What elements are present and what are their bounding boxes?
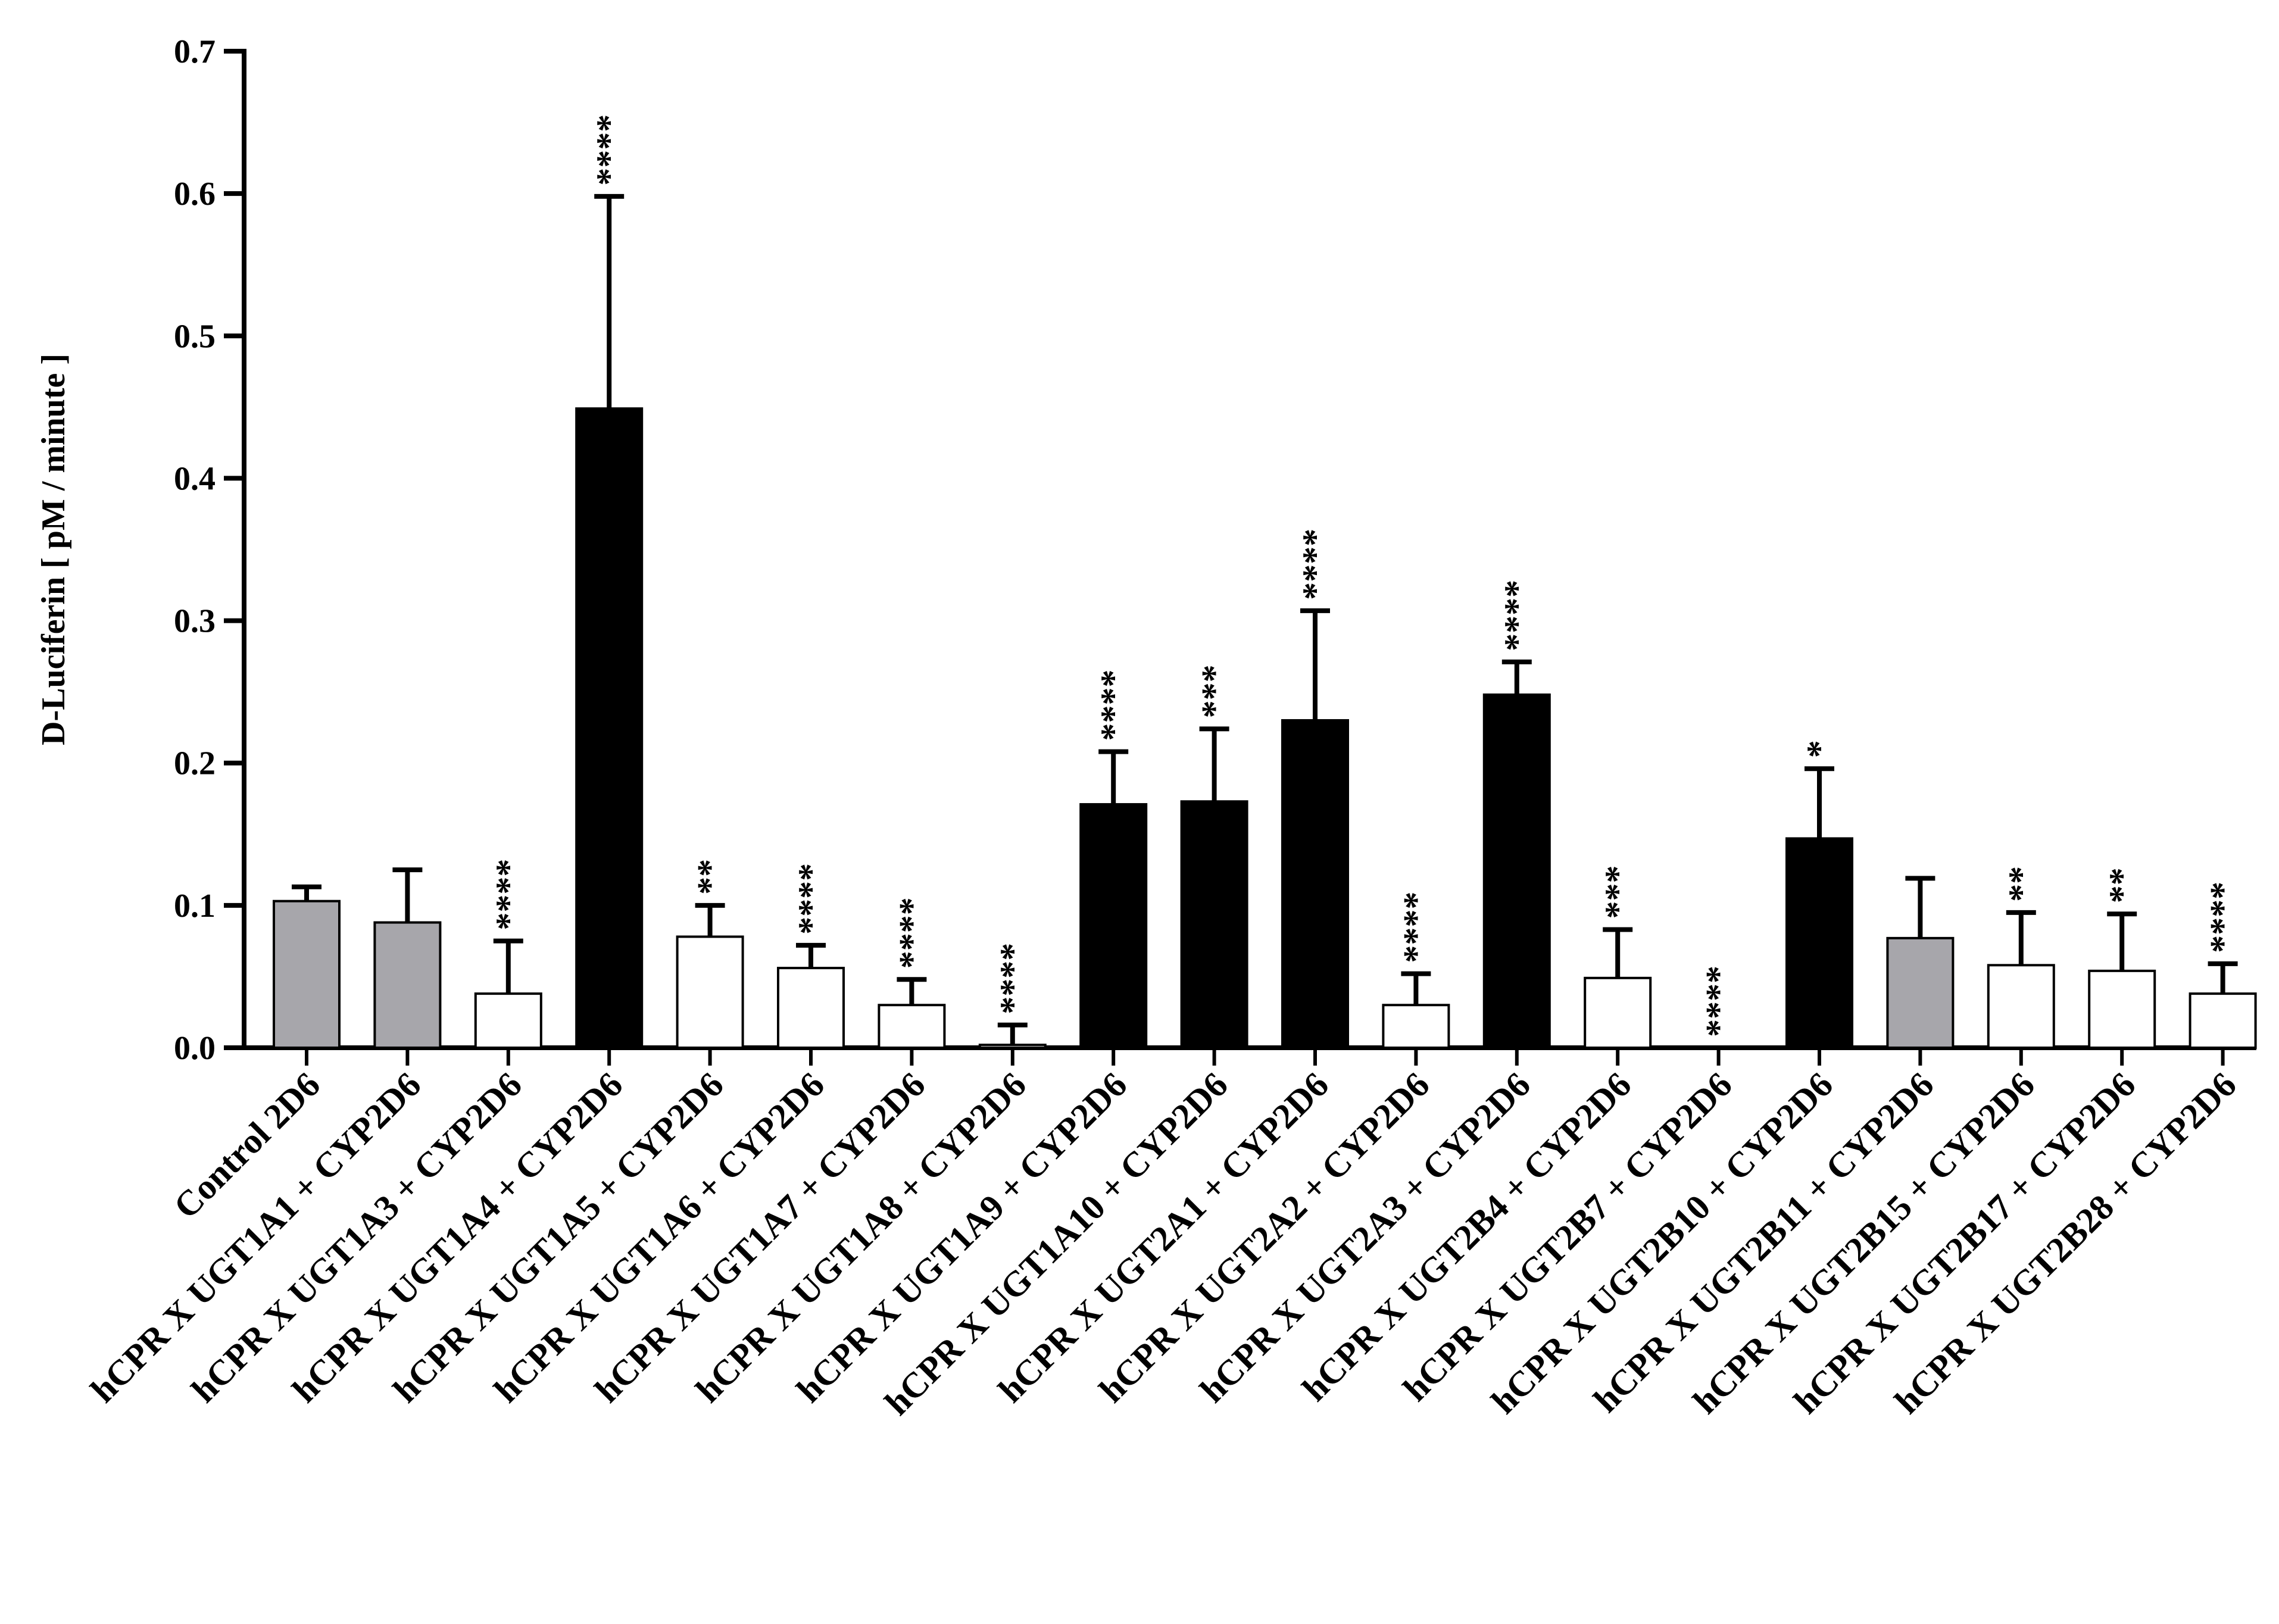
- significance-label: ****: [1295, 529, 1335, 600]
- bar: [1584, 976, 1652, 1049]
- y-tick-label: 0.6: [174, 176, 216, 213]
- bar: [575, 407, 644, 1050]
- bar: [676, 935, 744, 1050]
- y-ticks: 0.0 0.1 0.2 0.3 0.4 0.5 0.6 0.7: [174, 33, 244, 1067]
- y-tick-label: 0.3: [174, 603, 216, 640]
- bar: [1281, 719, 1349, 1049]
- significance-label: **: [691, 859, 730, 895]
- significance-label: ****: [489, 859, 528, 930]
- bar: [1180, 800, 1248, 1049]
- bars: [273, 407, 2257, 1066]
- y-tick-label: 0.2: [174, 745, 216, 782]
- significance-labels: ********** **** ************ **************…: [489, 114, 2243, 1037]
- bar: [1785, 837, 1853, 1049]
- bar: [2189, 992, 2257, 1050]
- significance-label: ***: [1195, 664, 1234, 718]
- significance-label: ****: [993, 943, 1032, 1014]
- bar: [474, 992, 542, 1050]
- bar: [777, 967, 845, 1049]
- bar: [1079, 803, 1148, 1049]
- significance-label: ****: [1396, 892, 1435, 963]
- y-axis-label: D-Luciferin [ pM / minute ]: [35, 354, 72, 745]
- bar: [2088, 969, 2156, 1050]
- y-tick-label: 0.5: [174, 318, 216, 355]
- significance-label: ****: [791, 863, 831, 935]
- bar: [978, 1044, 1047, 1050]
- bar: [1987, 964, 2055, 1049]
- y-tick-label: 0.4: [174, 460, 216, 497]
- bar: [1886, 936, 1955, 1049]
- bar: [373, 921, 442, 1050]
- y-tick-label: 0.0: [174, 1030, 216, 1067]
- bar: [1382, 1004, 1450, 1050]
- error-bars: [292, 193, 2238, 1045]
- bar: [878, 1004, 946, 1050]
- significance-label: ****: [1094, 670, 1133, 741]
- significance-label: ****: [2203, 882, 2243, 953]
- bar: [1482, 693, 1551, 1049]
- significance-label: ****: [892, 897, 931, 969]
- significance-label: **: [2002, 866, 2041, 902]
- significance-label: ****: [1497, 580, 1537, 651]
- significance-label: ****: [589, 114, 629, 186]
- significance-label: ***: [1598, 866, 1637, 919]
- significance-label: **: [2102, 867, 2141, 903]
- y-tick-label: 0.1: [174, 888, 216, 925]
- significance-label: *: [1800, 740, 1839, 758]
- bar: [273, 900, 341, 1049]
- significance-label: ****: [1699, 966, 1738, 1037]
- y-tick-label: 0.7: [174, 33, 216, 70]
